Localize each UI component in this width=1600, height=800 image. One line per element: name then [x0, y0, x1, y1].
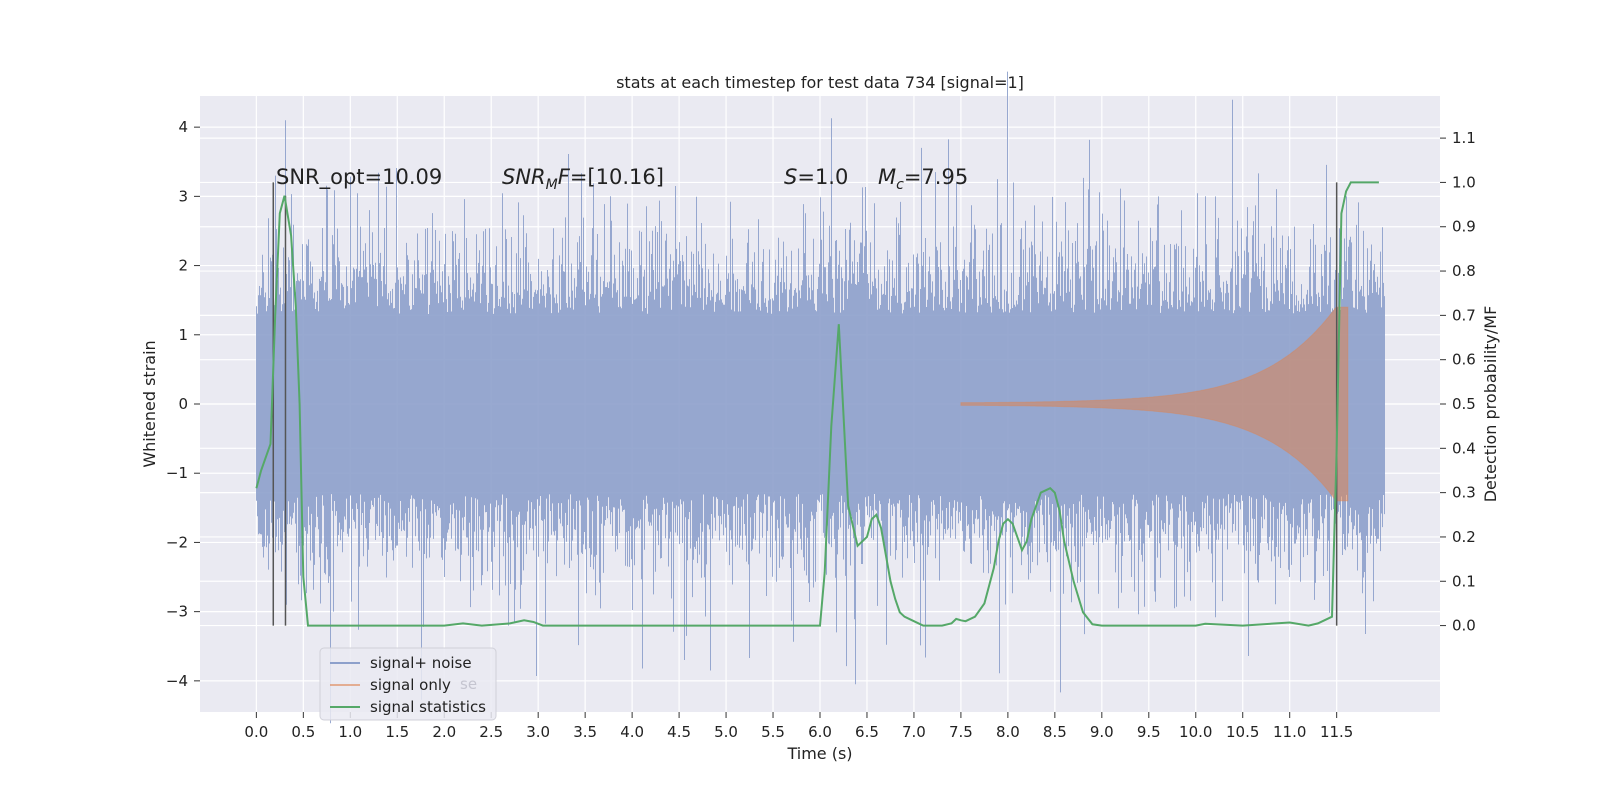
x-tick-label: 6.5 — [855, 723, 879, 741]
y-tick-label: 3 — [178, 187, 188, 205]
x-tick-label: 3.0 — [526, 723, 550, 741]
y2-tick-label: 0.6 — [1452, 351, 1476, 369]
snr-mf-suffix: F — [558, 165, 571, 189]
y-axis-label: Whitened strain — [140, 340, 159, 467]
y2-tick-label: 0.9 — [1452, 218, 1476, 236]
legend-box — [319, 647, 497, 721]
legend-ghost-text: se — [460, 675, 477, 693]
x-tick-label: 8.0 — [996, 723, 1020, 741]
stat-series — [255, 181, 1379, 627]
legend-label-signal: signal only — [370, 676, 451, 694]
legend: se signal+ noise signal only signal stat… — [319, 647, 497, 721]
s-symbol: S — [784, 165, 797, 189]
x-tick-label: 7.0 — [902, 723, 926, 741]
x-tick-label: 0.5 — [291, 723, 315, 741]
x-tick-label: 1.5 — [385, 723, 409, 741]
legend-label-stat: signal statistics — [370, 698, 486, 716]
y2-axis-ticks: 1.1 1.0 0.9 0.8 0.7 0.6 0.5 0.4 0.3 0.2 0.1 0.0 — [1440, 129, 1476, 635]
y2-tick-label: 0.8 — [1452, 262, 1476, 280]
y2-tick-label: 0.4 — [1452, 439, 1476, 457]
mc-subscript: c — [896, 177, 904, 193]
x-tick-label: 7.5 — [949, 723, 973, 741]
y-tick-label: −4 — [166, 672, 188, 690]
y2-tick-label: 0.1 — [1452, 572, 1476, 590]
y2-tick-label: 0.2 — [1452, 528, 1476, 546]
x-tick-label: 11.0 — [1273, 723, 1306, 741]
signal-series — [960, 306, 1349, 502]
y-axis-ticks: 4 3 2 1 0 −1 −2 −3 −4 — [166, 118, 200, 690]
x-tick-label: 0.0 — [244, 723, 268, 741]
x-tick-label: 6.0 — [808, 723, 832, 741]
y-tick-label: −2 — [166, 533, 188, 551]
y-tick-label: −3 — [166, 603, 188, 621]
y2-tick-label: 0.0 — [1452, 617, 1476, 635]
y-tick-label: −1 — [166, 464, 188, 482]
y-tick-label: 0 — [178, 395, 188, 413]
x-tick-label: 2.0 — [432, 723, 456, 741]
x-axis-label: Time (s) — [786, 744, 852, 763]
x-tick-label: 5.5 — [761, 723, 785, 741]
stat-line — [255, 181, 1379, 627]
x-tick-label: 8.5 — [1043, 723, 1067, 741]
y2-tick-label: 1.1 — [1452, 129, 1476, 147]
snr-mf-value: =[10.16] — [570, 165, 664, 189]
annotation-snr-opt: SNR_opt=10.09 — [276, 165, 442, 190]
x-tick-label: 3.5 — [573, 723, 597, 741]
x-tick-label: 9.5 — [1137, 723, 1161, 741]
x-tick-label: 4.0 — [620, 723, 644, 741]
x-tick-label: 5.0 — [714, 723, 738, 741]
x-tick-label: 2.5 — [479, 723, 503, 741]
x-tick-label: 1.0 — [338, 723, 362, 741]
x-axis-ticks: 0.0 0.5 1.0 1.5 2.0 2.5 3.0 3.5 4.0 4.5 5.0 5.5 6.0 6… — [244, 712, 1353, 741]
y2-tick-label: 0.5 — [1452, 395, 1476, 413]
chart-title: stats at each timestep for test data 734… — [616, 73, 1024, 92]
snr-mf-symbol: SNR — [502, 165, 546, 189]
x-tick-label: 9.0 — [1090, 723, 1114, 741]
mc-symbol: M — [878, 165, 896, 189]
y2-tick-label: 0.3 — [1452, 484, 1476, 502]
y-tick-label: 4 — [178, 118, 188, 136]
y2-axis-label: Detection probability/MF — [1481, 306, 1500, 503]
annotation-snr-mf: SNRMF=[10.16] — [502, 165, 664, 193]
mc-value: =7.95 — [904, 165, 968, 189]
annotation-mc: Mc=7.95 — [878, 165, 968, 193]
y2-tick-label: 1.0 — [1452, 173, 1476, 191]
annotation-s: S=1.0 — [784, 165, 848, 189]
snr-mf-subscript: M — [546, 177, 558, 193]
x-tick-label: 10.5 — [1226, 723, 1259, 741]
signal-envelope — [960, 306, 1349, 502]
x-tick-label: 4.5 — [667, 723, 691, 741]
legend-label-noise: signal+ noise — [370, 654, 472, 672]
y-tick-label: 1 — [178, 326, 188, 344]
s-value: =1.0 — [797, 165, 848, 189]
x-tick-label: 11.5 — [1320, 723, 1353, 741]
y2-tick-label: 0.7 — [1452, 306, 1476, 324]
x-tick-label: 10.0 — [1179, 723, 1212, 741]
y-tick-label: 2 — [178, 257, 188, 275]
